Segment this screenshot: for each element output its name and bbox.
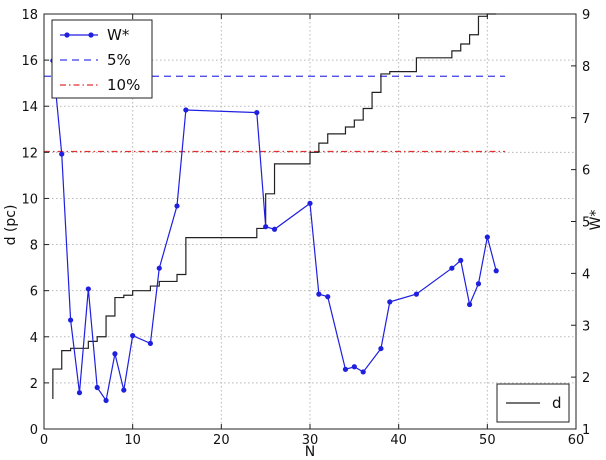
w-point — [59, 151, 65, 157]
x-tick-label: 50 — [479, 433, 496, 448]
w-point — [493, 268, 499, 274]
y-tick-label: 14 — [21, 100, 38, 115]
x-tick-label: 10 — [124, 433, 141, 448]
y2-tick-label: 8 — [582, 60, 590, 75]
y-tick-label: 0 — [30, 423, 38, 438]
x-tick-label: 60 — [568, 433, 585, 448]
w-point — [183, 107, 189, 113]
y2-axis-ticks: 1 2 3 4 5 6 7 8 9 — [571, 8, 590, 438]
w-point — [156, 265, 162, 271]
x-tick-label: 0 — [40, 433, 48, 448]
x-tick-label: 20 — [213, 433, 230, 448]
w-point — [475, 281, 482, 287]
w-point — [307, 200, 313, 206]
w-point — [147, 340, 153, 347]
w-point — [467, 301, 473, 308]
legend-bottom-right: d — [496, 383, 570, 423]
y-tick-label: 4 — [30, 331, 38, 346]
w-point — [351, 364, 357, 370]
w-point — [342, 366, 349, 372]
legend-w-marker — [88, 32, 94, 38]
w-point — [112, 351, 118, 357]
y2-tick-label: 5 — [582, 216, 590, 231]
w-point — [85, 286, 91, 292]
d-step-line — [52, 13, 497, 400]
y-tick-label: 6 — [30, 285, 38, 300]
w-point — [458, 257, 464, 264]
w-point — [103, 397, 109, 404]
legend-w-marker — [64, 32, 70, 38]
w-point — [325, 294, 331, 300]
w-point — [174, 203, 180, 209]
d-series — [52, 13, 497, 400]
w-point — [413, 291, 419, 297]
w-series — [50, 58, 499, 404]
y2-tick-label: 9 — [582, 8, 590, 23]
y2-tick-label: 4 — [582, 267, 590, 282]
legend-top-box — [51, 19, 153, 99]
y2-axis-label: W* — [588, 210, 604, 231]
y2-tick-label: 2 — [582, 371, 590, 386]
w-point — [76, 390, 83, 396]
y2-tick-label: 7 — [582, 112, 590, 127]
w-point — [254, 109, 260, 116]
x-axis-label: N — [305, 444, 315, 460]
y2-tick-label: 1 — [582, 423, 590, 438]
w-point — [449, 265, 455, 271]
w-point — [484, 234, 490, 240]
w-point — [271, 226, 278, 232]
w-point — [130, 333, 136, 339]
legend-10pct-label: 10% — [107, 76, 140, 94]
y-tick-label: 16 — [21, 54, 38, 69]
y-tick-label: 2 — [30, 377, 38, 392]
y-tick-label: 12 — [21, 146, 38, 161]
y-tick-label: 8 — [30, 239, 38, 254]
x-axis-ticks: 0 10 20 30 40 50 60 — [40, 14, 584, 448]
y-axis-label: d (pc) — [3, 205, 19, 246]
w-point — [121, 387, 127, 393]
legend-d-label: d — [552, 394, 562, 412]
w-point — [378, 345, 384, 352]
legend-w-label: W* — [107, 26, 130, 44]
y-axis-ticks: 0 2 4 6 8 10 12 14 16 18 — [21, 8, 49, 438]
w-point — [68, 317, 74, 323]
w-point — [360, 369, 366, 375]
y-tick-label: 10 — [21, 192, 38, 207]
w-point — [387, 299, 393, 305]
y2-tick-label: 6 — [582, 164, 590, 179]
w-point — [316, 291, 322, 297]
y2-tick-label: 3 — [582, 319, 590, 334]
legend-5pct-label: 5% — [107, 51, 131, 69]
legend-top-left: W* 5% 10% — [51, 19, 153, 99]
w-point — [263, 224, 269, 230]
x-tick-label: 40 — [390, 433, 407, 448]
w-point — [94, 384, 100, 391]
y-tick-label: 18 — [21, 8, 38, 23]
w-line — [52, 60, 497, 402]
x-tick-label: 30 — [302, 433, 319, 448]
